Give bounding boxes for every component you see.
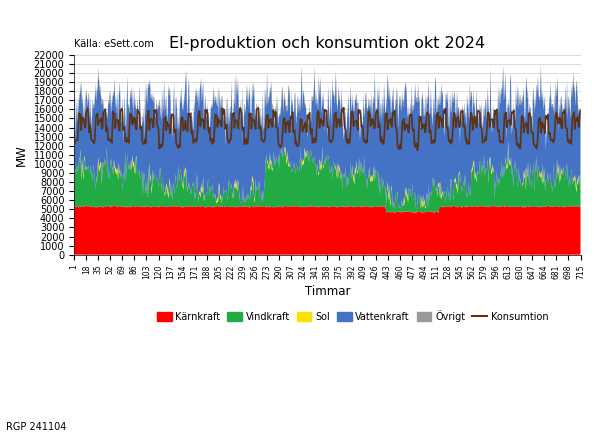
Title: El-produktion och konsumtion okt 2024: El-produktion och konsumtion okt 2024 bbox=[169, 36, 485, 51]
Legend: Kärnkraft, Vindkraft, Sol, Vattenkraft, Övrigt, Konsumtion: Kärnkraft, Vindkraft, Sol, Vattenkraft, … bbox=[153, 306, 552, 326]
Text: Källa: eSett.com: Källa: eSett.com bbox=[74, 39, 154, 49]
Text: RGP 241104: RGP 241104 bbox=[6, 422, 67, 432]
Y-axis label: MW: MW bbox=[15, 144, 28, 166]
X-axis label: Timmar: Timmar bbox=[305, 285, 350, 298]
